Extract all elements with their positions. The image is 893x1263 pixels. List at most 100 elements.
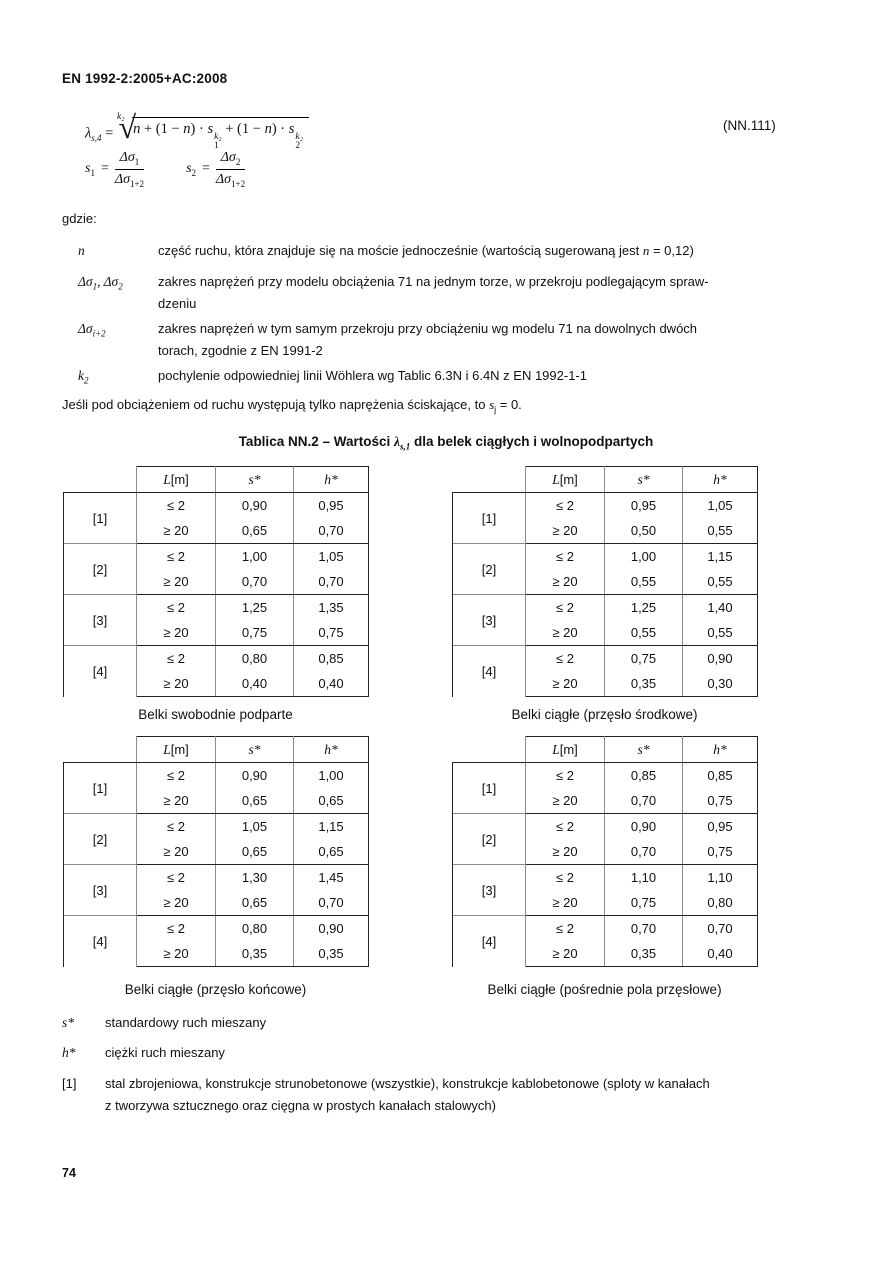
math-var-dsigma: Δσ <box>78 274 93 289</box>
footnote-desc: standardowy ruch mieszany <box>105 1015 267 1030</box>
cell-L: ≥ 20 <box>136 839 216 865</box>
cell-h: 1,15 <box>293 813 369 839</box>
cell-s: 0,75 <box>215 620 294 646</box>
formula-nn111-body: λs,4 = k₂ √ n + (1 − n) · s k₂ 1 + (1 − n) ·… <box>85 111 309 151</box>
col-header-standard-traffic: s* <box>215 466 294 493</box>
col-header-heavy-traffic: h* <box>293 736 369 763</box>
row-group-label: [2] <box>63 813 137 865</box>
math-sup: k₂ <box>214 132 222 142</box>
cell-h: 0,70 <box>293 890 369 916</box>
cell-h: 0,85 <box>293 645 369 671</box>
title-text: Tablica NN.2 – Wartości <box>238 434 394 449</box>
math-sub: 1 <box>214 141 219 151</box>
cell-h: 0,95 <box>682 813 758 839</box>
cell-L: ≥ 20 <box>136 569 216 595</box>
row-group-label: [1] <box>63 492 137 544</box>
cell-L: ≥ 20 <box>525 671 605 697</box>
cell-L: ≤ 2 <box>525 915 605 941</box>
definition-dsigma1plus2: Δσi+2 zakres naprężeń w tym samym przekr… <box>78 318 834 362</box>
cell-h: 0,65 <box>293 839 369 865</box>
definition-desc: część ruchu, która znajduje się na mości… <box>158 240 834 262</box>
formula-nn111: λs,4 = k₂ √ n + (1 − n) · s k₂ 1 + (1 − n) ·… <box>85 104 776 151</box>
footnote-h-star: h* ciężki ruch mieszany <box>62 1042 850 1064</box>
math-sub: 1 <box>90 167 95 178</box>
row-group-label: [2] <box>63 543 137 595</box>
cell-s: 1,25 <box>604 594 683 620</box>
footnote-term: h* <box>62 1045 76 1060</box>
cell-h: 0,75 <box>293 620 369 646</box>
row-group-label: [2] <box>452 813 526 865</box>
cell-s: 1,00 <box>215 543 294 569</box>
cell-s: 0,65 <box>215 839 294 865</box>
fraction-denominator: Δσ1+2 <box>216 170 245 189</box>
fraction-numerator: Δσ2 <box>215 150 246 170</box>
math-sub: 1+2 <box>231 178 246 189</box>
cell-h: 0,75 <box>682 839 758 865</box>
definition-desc: zakres naprężeń przy modelu obciążenia 7… <box>158 271 834 315</box>
caption-simply-supported: Belki swobodnie podparte <box>138 707 293 722</box>
cell-L: ≤ 2 <box>136 813 216 839</box>
col-header-standard-traffic: s* <box>215 736 294 763</box>
desc-line: z tworzywa sztucznego oraz cięgna w pros… <box>105 1098 496 1113</box>
table-corner-cell <box>452 466 526 493</box>
cell-L: ≥ 20 <box>525 890 605 916</box>
col-header-span-length: L[m] <box>525 736 605 763</box>
math-text: + (1 − <box>221 121 265 137</box>
cell-h: 0,35 <box>293 941 369 967</box>
math-var-n: n <box>264 121 272 137</box>
cell-L: ≤ 2 <box>136 645 216 671</box>
script-stack: k₂ 2 <box>295 132 303 151</box>
table-corner-cell <box>63 466 137 493</box>
table-simply-supported: L[m] s* h* [1] ≤ 2 0,90 0,95 ≥ 20 0,65 0,70 [… <box>63 466 369 697</box>
math-sub: 2 <box>118 281 123 292</box>
where-label: gdzie: <box>62 211 97 226</box>
cell-L: ≤ 2 <box>525 813 605 839</box>
cell-L: ≤ 2 <box>136 492 216 518</box>
cell-L: ≥ 20 <box>136 518 216 544</box>
cell-L: ≤ 2 <box>136 543 216 569</box>
cell-L: ≥ 20 <box>136 620 216 646</box>
cell-h: 0,75 <box>682 788 758 814</box>
footnote-s-star: s* standardowy ruch mieszany <box>62 1012 850 1034</box>
cell-s: 0,75 <box>604 890 683 916</box>
math-text: , <box>97 274 104 289</box>
row-group-label: [4] <box>63 645 137 697</box>
definition-k2: k2 pochylenie odpowiedniej linii Wöhlera… <box>78 365 834 392</box>
col-header-heavy-traffic: h* <box>293 466 369 493</box>
footnote-term: s* <box>62 1015 75 1030</box>
page-number: 74 <box>62 1166 76 1180</box>
definition-term: k2 <box>78 365 158 392</box>
cell-h: 0,65 <box>293 788 369 814</box>
table-continuous-intermediate-span: L[m] s* h* [1] ≤ 2 0,85 0,85 ≥ 20 0,70 0,75 [… <box>452 736 758 967</box>
cell-L: ≤ 2 <box>136 864 216 890</box>
math-var-s: s <box>288 121 295 137</box>
math-equals: = <box>101 125 117 142</box>
table-corner-cell <box>452 736 526 763</box>
cell-s: 0,80 <box>215 915 294 941</box>
math-var-dsigma: Δσ <box>103 274 119 289</box>
cell-L: ≥ 20 <box>525 839 605 865</box>
cell-h: 1,45 <box>293 864 369 890</box>
cell-s: 1,00 <box>604 543 683 569</box>
cell-L: ≤ 2 <box>136 762 216 788</box>
cell-s: 0,35 <box>604 941 683 967</box>
math-var-s: s <box>85 160 91 176</box>
definition-term: Δσi+2 <box>78 318 158 362</box>
math-sub: 2 <box>191 167 197 178</box>
desc-line: torach, zgodnie z EN 1991-2 <box>158 343 323 358</box>
cell-s: 0,55 <box>604 620 683 646</box>
cell-L: ≤ 2 <box>525 864 605 890</box>
cell-s: 1,05 <box>215 813 294 839</box>
cell-h: 0,40 <box>682 941 758 967</box>
cell-L: ≥ 20 <box>525 518 605 544</box>
formula-s1: s1 = Δσ1 Δσ1+2 <box>85 150 145 189</box>
math-var-dsigma: Δσ <box>119 150 135 165</box>
footnote-desc: ciężki ruch mieszany <box>105 1045 225 1060</box>
fraction: Δσ1 Δσ1+2 <box>114 150 145 189</box>
row-group-label: [1] <box>452 492 526 544</box>
math-sub: 2 <box>235 156 241 167</box>
math-var-dsigma: Δσ <box>220 150 236 165</box>
math-sub: 1 <box>92 281 98 292</box>
cell-L: ≥ 20 <box>136 671 216 697</box>
fraction: Δσ2 Δσ1+2 <box>215 150 246 189</box>
